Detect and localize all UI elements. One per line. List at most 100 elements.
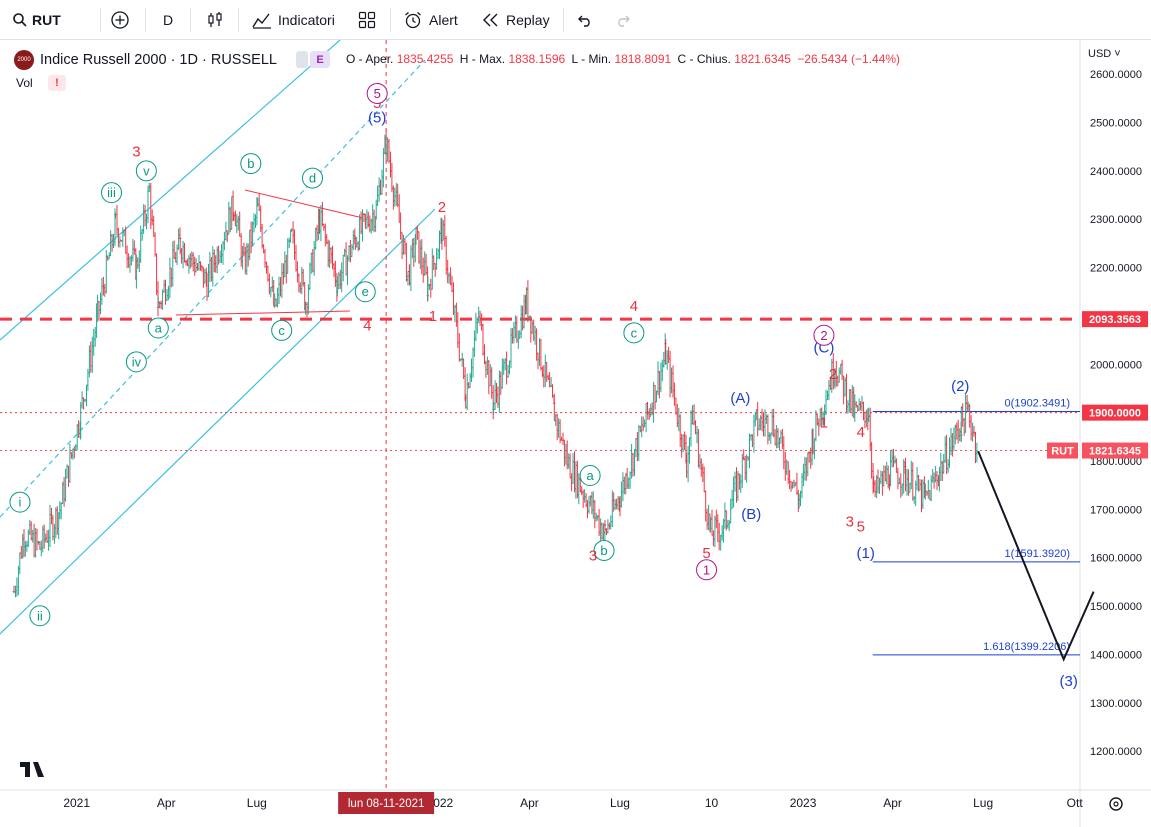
high-label: H - Max. [459,52,506,66]
wave-label: iv [132,354,142,369]
toolbar-divider [190,8,191,32]
currency-selector[interactable]: USD ˅ [1088,48,1121,60]
ohlc-bar [80,391,84,409]
compare-button[interactable] [110,0,130,40]
wave-label-circle[interactable] [366,82,388,104]
add-circle-icon [110,10,130,30]
wave-label: 3 [589,547,597,564]
wave-label-circle[interactable] [135,160,157,182]
wave-label: 5 [374,86,381,101]
wave-label: c [278,323,285,338]
triangle-upper-line[interactable] [244,189,364,219]
ohlc-bar [824,389,828,416]
ohlc-bar [321,201,324,227]
toolbar-divider [100,8,101,32]
symbol-search-button[interactable]: RUT [12,0,61,40]
crosshair-date-label: lun 08-11-2021 [348,798,425,810]
fib-level-label: 1(1591.3920) [1005,548,1070,560]
earnings-badge[interactable]: E [310,51,330,68]
wave-label: b [247,156,254,171]
candles-icon [206,11,224,29]
wave-label: (5) [368,110,386,127]
wave-label-circle[interactable] [147,317,169,339]
wave-label: 4 [857,424,865,441]
channel-upper-line[interactable] [0,40,341,341]
wave-label: 1 [429,308,437,325]
wave-label-circle[interactable] [593,539,615,561]
wave-label-circle[interactable] [302,167,324,189]
symbol-eye-chip[interactable] [296,51,308,68]
wave-label: 2 [820,328,827,343]
undo-button[interactable] [576,0,594,40]
price-axis-label-box [1047,442,1078,459]
ohlc-bar [153,232,157,257]
channel-lower-line[interactable] [0,208,436,635]
wave-label: d [309,171,316,186]
gear-icon[interactable] [1109,797,1123,811]
ohlc-bar [82,397,85,410]
toolbar-divider [145,8,146,32]
wave-label-circle[interactable] [271,319,293,341]
wave-label: 3 [846,513,854,530]
price-tick-label: 2300.0000 [1090,214,1142,226]
replay-button[interactable]: Replay [482,0,550,40]
ohlc-bar [526,280,530,322]
wave-label-circle[interactable] [29,605,51,627]
time-tick-label: Lug [973,796,993,810]
price-tick-label: 2200.0000 [1090,263,1142,275]
alert-label: Alert [429,12,458,28]
wave-label-circle[interactable] [579,465,601,487]
price-tick-label: 1700.0000 [1090,504,1142,516]
wave-label-circle[interactable] [125,351,147,373]
close-label: C - Chius. [677,52,731,66]
wave-label: e [362,284,369,299]
wave-label-circle[interactable] [696,559,718,581]
wave-label-circle[interactable] [813,324,835,346]
logo-text: 2000 [17,57,31,63]
chart-legend: 2000 Indice Russell 2000 · 1D · RUSSELL [14,50,277,70]
interval-button[interactable]: D [163,0,173,40]
wave-label: (B) [741,506,761,523]
wave-label: (3) [1060,673,1078,690]
toolbar-divider [563,8,564,32]
price-axis-label: RUT [1051,446,1074,458]
ohlc-bar [911,462,915,501]
symbol-label: RUT [32,12,61,28]
price-tick-label: 2600.0000 [1090,69,1142,81]
price-axis-label-box [1082,404,1148,421]
price-tick-label: 1200.0000 [1090,746,1142,758]
wave-label: 4 [363,318,371,335]
indicators-icon [252,11,272,29]
price-chart[interactable]: 2600.00002500.00002400.00002300.00002200… [0,40,1151,827]
ohlc-bar [514,315,517,339]
layouts-button[interactable] [358,0,376,40]
indicators-button[interactable]: Indicatori [252,0,335,40]
ohlc-bar [492,402,495,415]
redo-icon [614,13,632,27]
redo-button[interactable] [614,0,632,40]
price-series [12,129,979,598]
wave-label: (1) [857,545,875,562]
projection-path-line[interactable] [977,450,1095,662]
wave-label-circle[interactable] [354,281,376,303]
triangle-lower-line[interactable] [175,310,351,316]
volume-warning-badge[interactable]: ! [48,75,66,91]
ohlc-bar [904,457,907,492]
close-value: 1821.6345 [734,52,791,66]
time-tick-label: 2021 [63,796,90,810]
time-tick-label: Apr [520,796,539,810]
wave-label-circle[interactable] [9,491,31,513]
wave-label: 4 [630,298,638,315]
currency-label: USD [1088,48,1112,60]
time-tick-label: 10 [705,796,719,810]
alert-button[interactable]: Alert [403,0,458,40]
toolbar-divider [390,8,391,32]
price-tick-label: 1600.0000 [1090,553,1142,565]
chart-type-button[interactable] [206,0,224,40]
wave-label: 1 [820,414,828,431]
wave-label-circle[interactable] [623,322,645,344]
wave-label-circle[interactable] [101,182,123,204]
search-icon [12,12,28,28]
time-tick-label: Apr [883,796,902,810]
wave-label-circle[interactable] [240,153,262,175]
